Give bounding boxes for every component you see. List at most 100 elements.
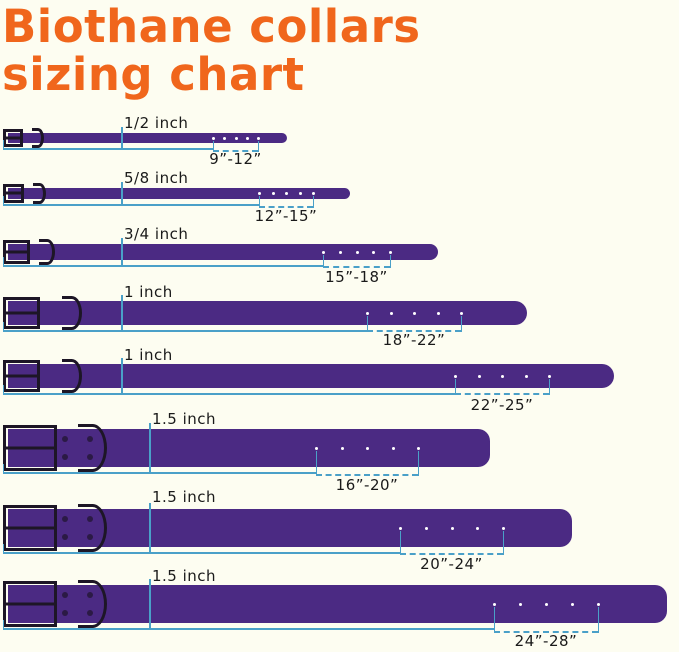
rivet-icon bbox=[62, 454, 68, 460]
range-dashed-line bbox=[455, 393, 549, 395]
buckle-icon bbox=[3, 297, 40, 329]
size-range-label: 15”-18” bbox=[325, 268, 388, 286]
buckle-icon bbox=[3, 129, 23, 147]
length-tick bbox=[3, 322, 4, 331]
collar-strap bbox=[8, 244, 438, 260]
strap-hole bbox=[285, 192, 288, 195]
buckle-icon bbox=[3, 505, 57, 551]
d-ring-icon bbox=[78, 424, 107, 472]
rivet-icon bbox=[87, 454, 93, 460]
strap-hole bbox=[436, 312, 440, 315]
strap-hole bbox=[519, 603, 522, 606]
range-end-tick bbox=[313, 196, 314, 208]
width-marker bbox=[121, 238, 123, 266]
strap-hole bbox=[340, 447, 344, 450]
strap-hole bbox=[502, 527, 505, 530]
length-line bbox=[3, 265, 323, 267]
size-range-label: 22”-25” bbox=[470, 396, 534, 414]
range-dashed-line bbox=[400, 553, 503, 555]
strap-hole bbox=[399, 527, 402, 530]
length-tick bbox=[3, 620, 4, 629]
strap-hole bbox=[366, 312, 369, 315]
strap-hole bbox=[312, 192, 315, 195]
strap-hole bbox=[223, 137, 227, 140]
strap-hole bbox=[257, 137, 260, 140]
size-range-label: 16”-20” bbox=[335, 476, 399, 494]
strap-hole bbox=[389, 251, 392, 254]
length-tick bbox=[3, 464, 4, 473]
width-marker bbox=[121, 358, 123, 394]
d-ring-icon bbox=[39, 239, 55, 265]
strap-hole bbox=[315, 447, 318, 450]
length-tick bbox=[3, 257, 4, 266]
length-tick bbox=[3, 140, 4, 149]
range-dashed-line bbox=[316, 474, 418, 476]
strap-hole bbox=[571, 603, 574, 606]
width-marker bbox=[121, 127, 123, 149]
width-label: 1.5 inch bbox=[152, 488, 217, 506]
strap-hole bbox=[460, 312, 463, 315]
width-label: 1/2 inch bbox=[124, 114, 189, 132]
width-marker bbox=[149, 579, 151, 629]
length-line bbox=[3, 393, 455, 395]
width-marker bbox=[121, 181, 123, 205]
length-tick bbox=[3, 385, 4, 394]
strap-hole bbox=[524, 375, 528, 378]
rivet-icon bbox=[87, 592, 93, 598]
strap-hole bbox=[271, 192, 275, 195]
range-start-tick bbox=[455, 379, 456, 395]
rivet-icon bbox=[87, 436, 93, 442]
strap-hole bbox=[366, 447, 369, 450]
rivet-icon bbox=[87, 516, 93, 522]
width-marker bbox=[149, 423, 151, 473]
d-ring-icon bbox=[33, 182, 46, 204]
strap-hole bbox=[338, 251, 342, 254]
strap-hole bbox=[234, 137, 238, 140]
buckle-icon bbox=[3, 425, 57, 471]
range-end-tick bbox=[598, 607, 599, 633]
strap-hole bbox=[372, 251, 376, 254]
rivet-icon bbox=[62, 436, 68, 442]
range-dashed-line bbox=[367, 330, 461, 332]
range-start-tick bbox=[400, 531, 401, 555]
strap-hole bbox=[493, 603, 496, 606]
rivet-icon bbox=[87, 610, 93, 616]
length-line bbox=[3, 330, 367, 332]
rivet-icon bbox=[62, 534, 68, 540]
strap-hole bbox=[258, 192, 261, 195]
width-label: 1.5 inch bbox=[152, 567, 217, 585]
size-range-label: 18”-22” bbox=[382, 331, 446, 349]
range-end-tick bbox=[418, 451, 419, 476]
width-label: 1 inch bbox=[124, 346, 173, 364]
strap-hole bbox=[245, 137, 249, 140]
rivet-icon bbox=[62, 516, 68, 522]
width-label: 1.5 inch bbox=[152, 410, 217, 428]
buckle-icon bbox=[3, 240, 30, 264]
buckle-icon bbox=[3, 360, 40, 392]
length-line bbox=[3, 203, 259, 206]
strap-hole bbox=[477, 375, 481, 378]
range-end-tick bbox=[549, 379, 550, 395]
strap-hole bbox=[413, 312, 416, 315]
strap-hole bbox=[545, 603, 548, 606]
collar-strap bbox=[8, 187, 350, 199]
strap-hole bbox=[454, 375, 457, 378]
range-end-tick bbox=[390, 255, 391, 268]
range-dashed-line bbox=[494, 631, 598, 633]
strap-hole bbox=[391, 447, 395, 450]
length-line bbox=[3, 472, 316, 474]
title-line-2: sizing chart bbox=[2, 48, 305, 101]
width-label: 3/4 inch bbox=[124, 225, 189, 243]
length-tick bbox=[3, 544, 4, 553]
d-ring-icon bbox=[62, 296, 83, 330]
rivet-icon bbox=[62, 592, 68, 598]
collar-strap bbox=[8, 133, 287, 143]
length-line bbox=[3, 628, 494, 630]
size-range-label: 12”-15” bbox=[254, 207, 318, 225]
strap-hole bbox=[476, 527, 480, 530]
width-label: 5/8 inch bbox=[124, 169, 189, 187]
d-ring-icon bbox=[78, 504, 107, 552]
range-start-tick bbox=[367, 316, 368, 332]
range-dashed-line bbox=[259, 206, 313, 208]
